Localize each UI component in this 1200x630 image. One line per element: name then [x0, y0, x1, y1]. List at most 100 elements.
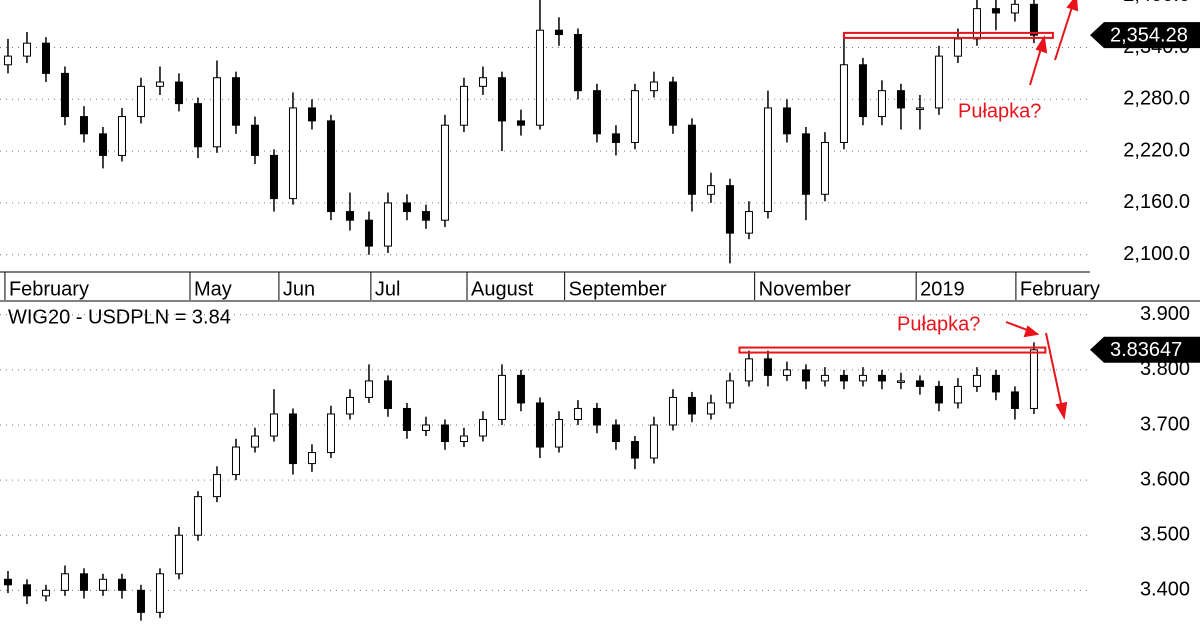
candle-body — [592, 407, 601, 426]
arrows — [1005, 0, 1079, 420]
candle-body — [250, 435, 259, 448]
candle-body — [193, 103, 202, 148]
candle-body — [972, 374, 981, 387]
candle-body — [22, 42, 31, 57]
arrow-head — [1035, 35, 1048, 54]
candle-body — [79, 573, 88, 591]
candle-body — [554, 29, 563, 36]
arrow — [1054, 3, 1074, 61]
candle-body — [288, 413, 297, 465]
candle-body — [1010, 3, 1019, 14]
candle-body — [839, 64, 848, 143]
annotation: Pułapka? — [897, 313, 980, 335]
candle-body — [22, 584, 31, 597]
candle-body — [915, 107, 924, 110]
candle-body — [136, 85, 145, 118]
arrow-head — [1023, 325, 1040, 338]
candle-body — [212, 77, 221, 148]
candle-body — [934, 55, 943, 109]
candle-body — [98, 578, 107, 591]
candle-body — [155, 81, 164, 87]
candle-body — [592, 90, 601, 135]
candle-body — [269, 413, 278, 437]
candle-body — [877, 90, 886, 118]
candle-body — [649, 424, 658, 459]
candle-body — [440, 124, 449, 221]
y-tick-label: 2,160.0 — [1123, 191, 1190, 213]
candle-body — [98, 133, 107, 156]
candle-body — [440, 424, 449, 443]
candle-body — [60, 72, 69, 118]
candle-body — [1029, 3, 1038, 36]
candle-body — [155, 573, 164, 613]
x-tick-label: August — [471, 278, 534, 300]
candle-body — [725, 185, 734, 234]
candle-body — [820, 374, 829, 382]
candle-body — [174, 534, 183, 575]
x-tick-label: September — [569, 278, 667, 300]
candle-body — [459, 85, 468, 126]
arrow-head — [1066, 0, 1079, 12]
candle-body — [383, 202, 392, 247]
candle-body — [573, 34, 582, 92]
candle-body — [3, 578, 12, 586]
candle-body — [820, 141, 829, 195]
candle-body — [383, 380, 392, 409]
candle-body — [934, 385, 943, 404]
candle-body — [649, 81, 658, 92]
candle-body — [231, 77, 240, 126]
candle-body — [858, 374, 867, 382]
candle-body — [896, 90, 905, 109]
candle-body — [744, 211, 753, 234]
candle-body — [193, 496, 202, 536]
candle-body — [782, 369, 791, 376]
candle-body — [573, 407, 582, 420]
candle-body — [687, 396, 696, 415]
y-tick-label: 3.500 — [1140, 523, 1190, 545]
candle-body — [611, 133, 620, 143]
candle-body — [326, 120, 335, 213]
candle-body — [345, 396, 354, 415]
candle-body — [364, 219, 373, 247]
candle-body — [953, 38, 962, 57]
candle-body — [858, 64, 867, 118]
candle-body — [326, 413, 335, 454]
x-tick-label: November — [759, 278, 852, 300]
candle-body — [706, 185, 715, 195]
candle-body — [896, 380, 905, 383]
y-tick-label: 3.900 — [1140, 303, 1190, 325]
annotation: Pułapka? — [958, 100, 1041, 122]
resistance-line — [842, 31, 1054, 39]
candle-body — [307, 452, 316, 465]
candle-body — [41, 42, 50, 74]
candle-body — [60, 573, 69, 591]
x-tick-label: May — [194, 278, 232, 300]
candle-body — [402, 407, 411, 432]
last-value-tag — [1090, 336, 1200, 363]
candle-body — [516, 374, 525, 404]
y-tick-label: 2,280.0 — [1123, 88, 1190, 110]
candle-body — [497, 77, 506, 122]
candle-body — [801, 369, 810, 382]
candle-body — [535, 402, 544, 448]
candle-body — [421, 211, 430, 221]
x-tick-label: 2019 — [920, 278, 965, 300]
y-tick-label: 2,400.0 — [1123, 0, 1190, 6]
candle-body — [421, 424, 430, 432]
candle-body — [79, 116, 88, 135]
candle-body — [1010, 391, 1019, 409]
panel-title: WIG20 - USDPLN = 3.84 — [8, 306, 231, 328]
last-value-tag — [1090, 22, 1200, 49]
y-tick-label: 3.400 — [1140, 579, 1190, 601]
candle-body — [611, 424, 620, 443]
y-tick-label: 3.700 — [1140, 413, 1190, 435]
candle-body — [117, 578, 126, 591]
y-tick-label: 2,220.0 — [1123, 139, 1190, 161]
candle-body — [269, 154, 278, 200]
candle-body — [288, 107, 297, 200]
candle-body — [174, 81, 183, 105]
x-tick-label: February — [9, 278, 89, 300]
candle-body — [953, 385, 962, 404]
candle-body — [3, 55, 12, 66]
candle-body — [763, 107, 772, 213]
